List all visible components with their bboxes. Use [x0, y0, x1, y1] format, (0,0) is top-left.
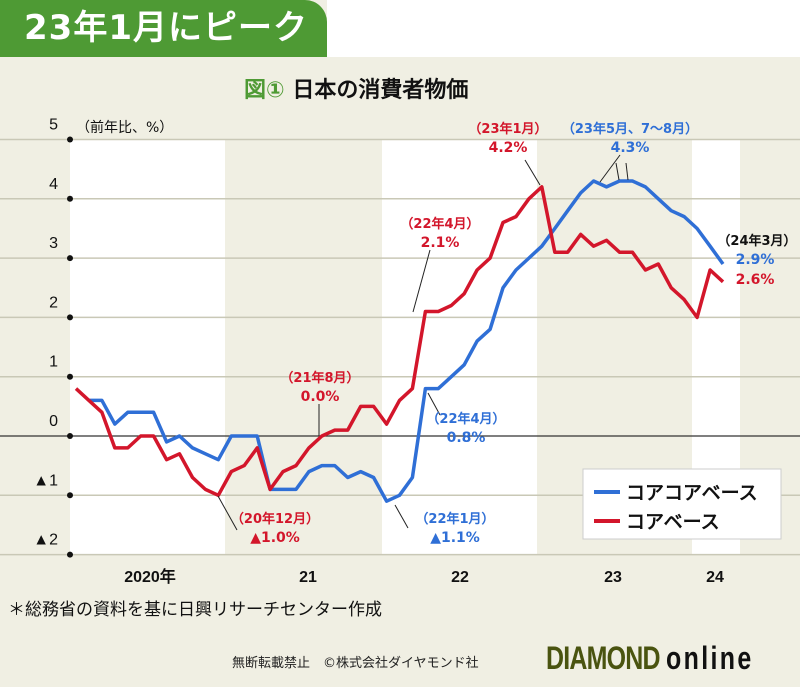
x-tick-label: 22 [451, 569, 469, 586]
y-tick-label: 0 [49, 413, 58, 430]
y-tick-label: 3 [49, 235, 58, 252]
annotation-value: 2.1% [421, 235, 460, 251]
annotation-label: （21年8月） [280, 370, 359, 386]
leader-line [615, 162, 620, 181]
source-note: ＊総務省の資料を基に日興リサーチセンター作成 [8, 600, 382, 620]
logo-sub: online [666, 640, 754, 676]
tick-dot [67, 255, 73, 262]
leader-line [599, 154, 621, 183]
tick-dot [67, 314, 73, 321]
annotation-value: 4.3% [611, 140, 650, 156]
y-tick-label: 2 [49, 294, 58, 311]
y-tick-label: 1 [49, 354, 58, 371]
annotation-value: 4.2% [489, 140, 528, 156]
chart-title-text: 日本の消費者物価 [292, 78, 469, 103]
logo-main: DIAMOND [546, 640, 661, 676]
leader-line [625, 162, 629, 181]
annotation-label: （23年1月） [468, 121, 547, 137]
legend-label: コアベース [626, 511, 720, 533]
y-tick-label: 4 [49, 176, 58, 193]
x-tick-label: 21 [299, 569, 317, 586]
diamond-online-logo: DIAMOND online [546, 640, 754, 677]
series-line-core [74, 185, 725, 498]
figure-number: 図① [244, 78, 285, 103]
annotation-label: （22年1月） [415, 511, 494, 527]
copyright: 無断転載禁止 ©株式会社ダイヤモンド社 [232, 656, 479, 671]
tick-dot [67, 373, 73, 380]
annotation-label: （20年12月） [231, 511, 319, 527]
tick-dot [67, 433, 73, 439]
x-tick-label: 2020年 [124, 567, 176, 586]
headline-banner: 23年1月にピーク [0, 0, 327, 57]
leader-line [524, 159, 541, 186]
tick-dot [67, 551, 73, 558]
legend-label: コアコアベース [626, 482, 758, 504]
y-tick-label: ▲1 [33, 472, 58, 489]
header-background [327, 0, 800, 57]
annotation-value: 2.9% [736, 252, 775, 268]
year-band [70, 139, 225, 555]
chart-title: 図① 日本の消費者物価 [244, 72, 468, 104]
x-tick-label: 23 [604, 569, 622, 586]
legend-box [582, 468, 782, 540]
tick-dot [67, 492, 73, 499]
tick-dot [67, 195, 73, 202]
annotation-value: ▲1.1% [430, 530, 480, 546]
annotation-label: （23年5月、7〜8月） [562, 121, 698, 137]
y-axis-unit: （前年比、%） [76, 119, 173, 136]
leader-line [412, 249, 431, 313]
annotation-value: 0.0% [301, 389, 340, 405]
tick-dot [67, 136, 73, 143]
leader-line [394, 504, 409, 529]
y-tick-label: ▲2 [33, 532, 58, 549]
annotation-value: ▲1.0% [250, 530, 300, 546]
x-tick-label: 24 [706, 569, 724, 586]
y-tick-label: 5 [49, 117, 58, 134]
annotation-label: （24年3月） [717, 233, 796, 249]
annotation-value: 2.6% [736, 272, 775, 288]
leader-line [217, 495, 238, 531]
annotation-label: （22年4月） [400, 216, 479, 232]
leader-line [427, 392, 441, 416]
year-band [382, 139, 537, 555]
series-line-core-core [88, 179, 725, 503]
annotation-value: 0.8% [447, 430, 486, 446]
annotation-label: （22年4月） [426, 411, 505, 427]
